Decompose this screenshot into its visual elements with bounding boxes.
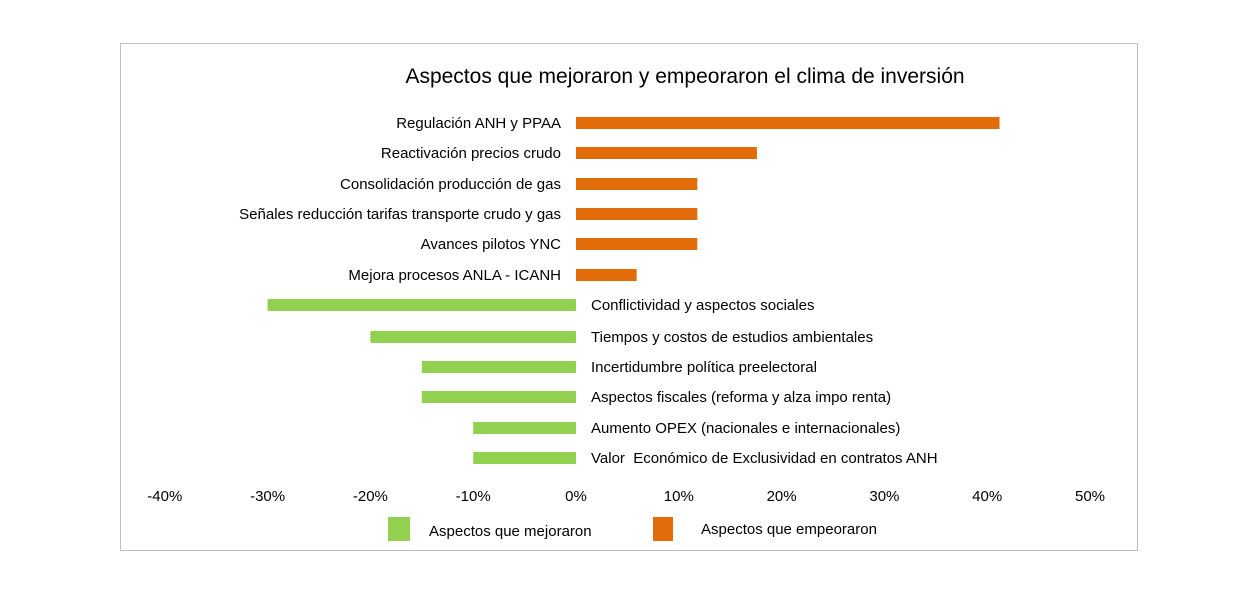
legend-swatch-empeoraron xyxy=(653,517,673,541)
bar xyxy=(421,361,576,373)
legend-label-empeoraron: Aspectos que empeoraron xyxy=(701,521,877,538)
x-tick-label: 40% xyxy=(972,488,1002,505)
bar xyxy=(473,452,576,464)
category-label: Avances pilotos YNC xyxy=(421,236,562,253)
bar xyxy=(370,331,576,343)
category-label: Aumento OPEX (nacionales e internacional… xyxy=(591,420,900,437)
x-tick-label: 30% xyxy=(869,488,899,505)
category-label: Reactivación precios crudo xyxy=(381,145,561,162)
bar xyxy=(576,178,698,190)
x-tick-label: 10% xyxy=(664,488,694,505)
legend-label-mejoraron: Aspectos que mejoraron xyxy=(429,523,592,540)
x-axis-ticks: -40% -30% -20% -10% 0% 10% 20% 30% 40% 50% xyxy=(147,488,1105,505)
bar xyxy=(421,391,576,403)
bar xyxy=(576,238,698,250)
x-tick-label: -40% xyxy=(147,488,182,505)
x-tick-label: -20% xyxy=(353,488,388,505)
category-label: Aspectos fiscales (reforma y alza impo r… xyxy=(591,389,891,406)
category-label: Valor Económico de Exclusividad en contr… xyxy=(591,450,938,467)
bars: Regulación ANH y PPAA Reactivación precio… xyxy=(239,115,1000,467)
bar xyxy=(576,117,1000,129)
category-label: Consolidación producción de gas xyxy=(340,176,561,193)
category-label: Mejora procesos ANLA - ICANH xyxy=(348,267,561,284)
x-tick-label: -10% xyxy=(456,488,491,505)
legend-swatch-mejoraron xyxy=(388,517,410,541)
x-tick-label: 0% xyxy=(565,488,587,505)
chart-title: Aspectos que mejoraron y empeoraron el c… xyxy=(405,65,964,88)
bar xyxy=(576,269,637,281)
category-label: Regulación ANH y PPAA xyxy=(396,115,561,132)
legend: Aspectos que mejoraron Aspectos que empe… xyxy=(388,517,877,541)
category-label: Incertidumbre política preelectoral xyxy=(591,359,817,376)
bar xyxy=(473,422,576,434)
x-tick-label: 20% xyxy=(767,488,797,505)
category-label: Señales reducción tarifas transporte cru… xyxy=(239,206,561,223)
category-label: Conflictividad y aspectos sociales xyxy=(591,297,814,314)
x-tick-label: -30% xyxy=(250,488,285,505)
category-label: Tiempos y costos de estudios ambientales xyxy=(591,329,873,346)
bar xyxy=(576,208,698,220)
bar xyxy=(576,147,757,159)
bar xyxy=(267,299,576,311)
x-tick-label: 50% xyxy=(1075,488,1105,505)
